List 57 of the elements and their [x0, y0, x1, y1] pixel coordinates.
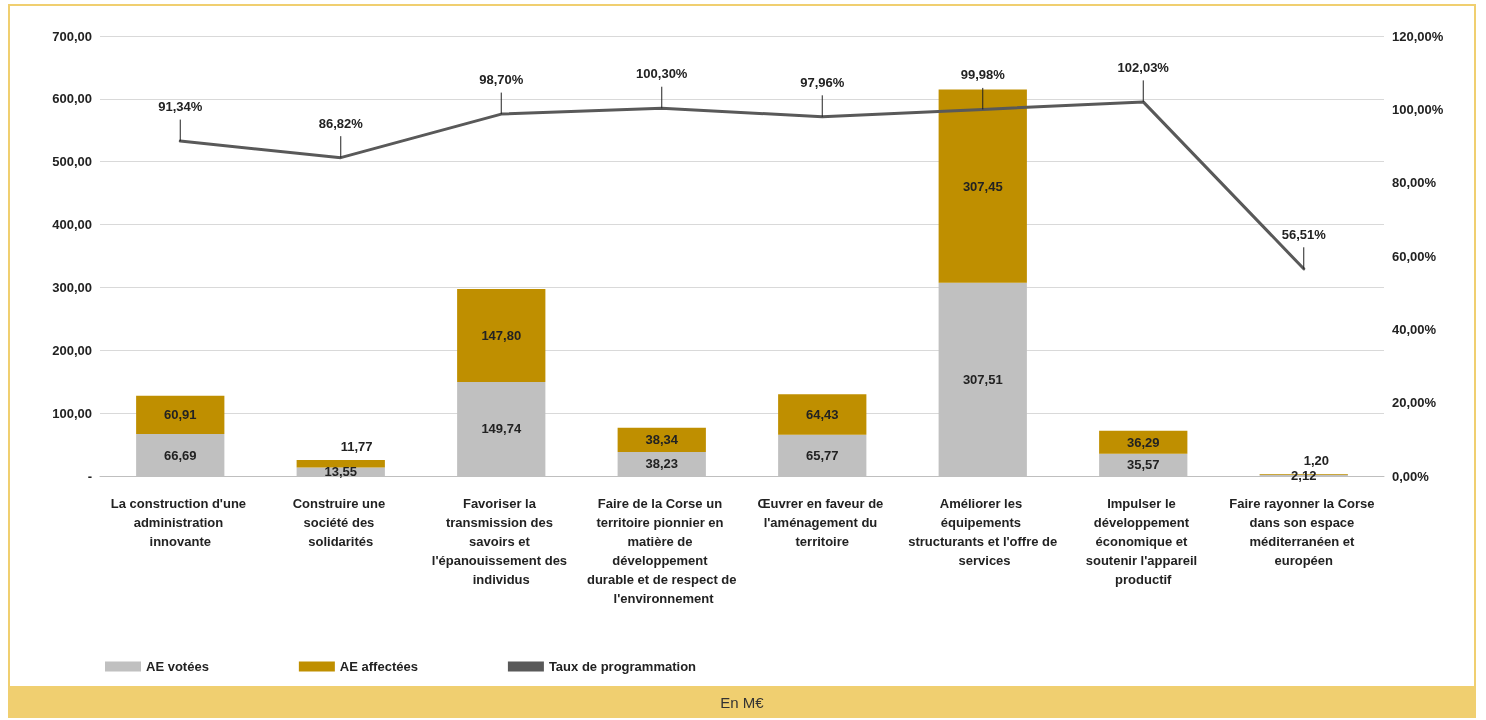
- bar: [778, 394, 867, 435]
- data-label: 56,51%: [1281, 226, 1327, 242]
- data-label: 91,34%: [158, 99, 203, 115]
- data-label: 99,98%: [960, 67, 1006, 83]
- data-label: 65,77: [805, 447, 839, 463]
- data-label: 38,34: [645, 432, 679, 448]
- x-tick-label: La construction d'une administration innovante: [110, 496, 250, 549]
- data-label: 35,57: [1126, 457, 1160, 473]
- bar: [296, 460, 385, 468]
- y-tick-label: 700,00: [52, 28, 92, 44]
- data-label: 100,30%: [636, 66, 688, 82]
- data-label: 97,96%: [800, 74, 845, 90]
- data-label: 13,55: [324, 464, 358, 480]
- legend-label: AE affectées: [339, 659, 418, 674]
- y-tick-label: 400,00: [52, 217, 92, 233]
- data-label: 307,45: [962, 178, 1003, 194]
- y2-tick-label: 100,00%: [1392, 101, 1444, 117]
- y2-tick-label: 60,00%: [1392, 248, 1437, 264]
- data-label: 307,51: [962, 371, 1003, 387]
- x-tick-label: Faire rayonner la Corse dans son espace méditerranéen et européen: [1229, 496, 1379, 568]
- data-label: 36,29: [1126, 434, 1160, 450]
- bar: [938, 89, 1027, 283]
- x-tick-label: Impulser le développement économique et soutenir l'appareil productif: [1085, 496, 1201, 587]
- data-label: 98,70%: [479, 72, 524, 88]
- y2-tick-label: 40,00%: [1392, 321, 1437, 337]
- bar: [457, 288, 546, 382]
- text: En M€: [8, 688, 1476, 718]
- x-tick-label: Favoriser la transmission des savoirs et l'épanouissement des individus: [431, 496, 571, 587]
- y-tick-label: -: [87, 468, 92, 484]
- bar: [617, 427, 706, 452]
- y-tick-label: 300,00: [52, 279, 92, 295]
- y2-tick-label: 80,00%: [1392, 175, 1437, 191]
- x-tick-label: Construire une société des solidarités: [292, 496, 389, 549]
- data-label: 38,23: [645, 456, 679, 472]
- data-label: 64,43: [805, 406, 839, 422]
- legend-label: Taux de programmation: [548, 659, 697, 674]
- data-label: 1,20: [1303, 452, 1330, 468]
- data-label: 102,03%: [1117, 59, 1170, 75]
- bar: [1099, 430, 1188, 454]
- x-tick-label: Améliorer les équipements structurants et l'offre de services: [908, 496, 1058, 568]
- y2-tick-label: 0,00%: [1392, 468, 1430, 484]
- y-tick-label: 100,00: [52, 405, 92, 421]
- y-tick-label: 200,00: [52, 342, 92, 358]
- legend-label: AE votées: [146, 659, 209, 674]
- data-label: 60,91: [163, 407, 197, 423]
- x-tick-label: Faire de la Corse un territoire pionnier en matière de développement durable et de respect de l'environnement: [586, 496, 737, 606]
- data-label: 11,77: [340, 439, 373, 455]
- y-tick-label: 500,00: [52, 154, 92, 170]
- data-label: 149,74: [481, 421, 522, 437]
- y2-tick-label: 120,00%: [1392, 28, 1444, 44]
- data-label: 147,80: [481, 327, 522, 343]
- y-tick-label: 600,00: [52, 91, 92, 107]
- data-label: 66,69: [163, 447, 197, 463]
- y2-tick-label: 20,00%: [1392, 395, 1437, 411]
- bar: [136, 395, 225, 435]
- data-label: 86,82%: [318, 115, 364, 131]
- x-tick-label: Œuvrer en faveur de l'aménagement du territoire: [757, 496, 887, 549]
